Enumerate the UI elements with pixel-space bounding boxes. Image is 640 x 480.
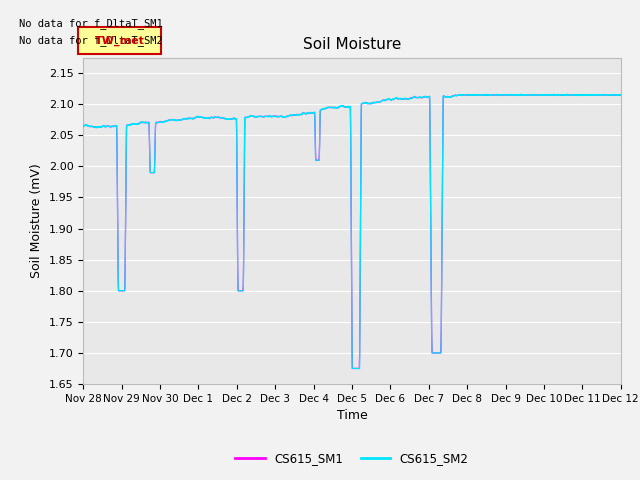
CS615_SM1 [552,92,560,98]
Text: No data for f_DltaT_SM2: No data for f_DltaT_SM2 [19,35,163,46]
Line: CS615_SM1: CS615_SM1 [83,95,621,369]
Title: Soil Moisture: Soil Moisture [303,37,401,52]
CS615_SM1 [617,92,625,98]
CS615_SM1 [381,97,389,103]
Line: CS615_SM2: CS615_SM2 [83,94,621,369]
CS615_SM1 [617,92,625,98]
CS615_SM2 [552,92,560,97]
CS615_SM1 [349,366,356,372]
CS615_SM2 [550,91,558,97]
CS615_SM2 [617,92,625,98]
CS615_SM2 [324,105,332,110]
Legend: CS615_SM1, CS615_SM2: CS615_SM1, CS615_SM2 [230,447,474,469]
CS615_SM2 [617,92,625,98]
CS615_SM1 [568,92,575,98]
Text: TW_met: TW_met [95,36,145,46]
X-axis label: Time: Time [337,409,367,422]
CS615_SM1 [483,92,491,98]
CS615_SM2 [381,96,389,102]
CS615_SM2 [79,123,87,129]
CS615_SM2 [483,92,491,98]
FancyBboxPatch shape [78,26,161,54]
CS615_SM1 [324,104,332,110]
Text: No data for f_DltaT_SM1: No data for f_DltaT_SM1 [19,18,163,29]
CS615_SM2 [348,366,356,372]
CS615_SM1 [497,92,505,98]
CS615_SM1 [79,123,87,129]
CS615_SM2 [568,92,575,97]
Y-axis label: Soil Moisture (mV): Soil Moisture (mV) [30,163,43,278]
